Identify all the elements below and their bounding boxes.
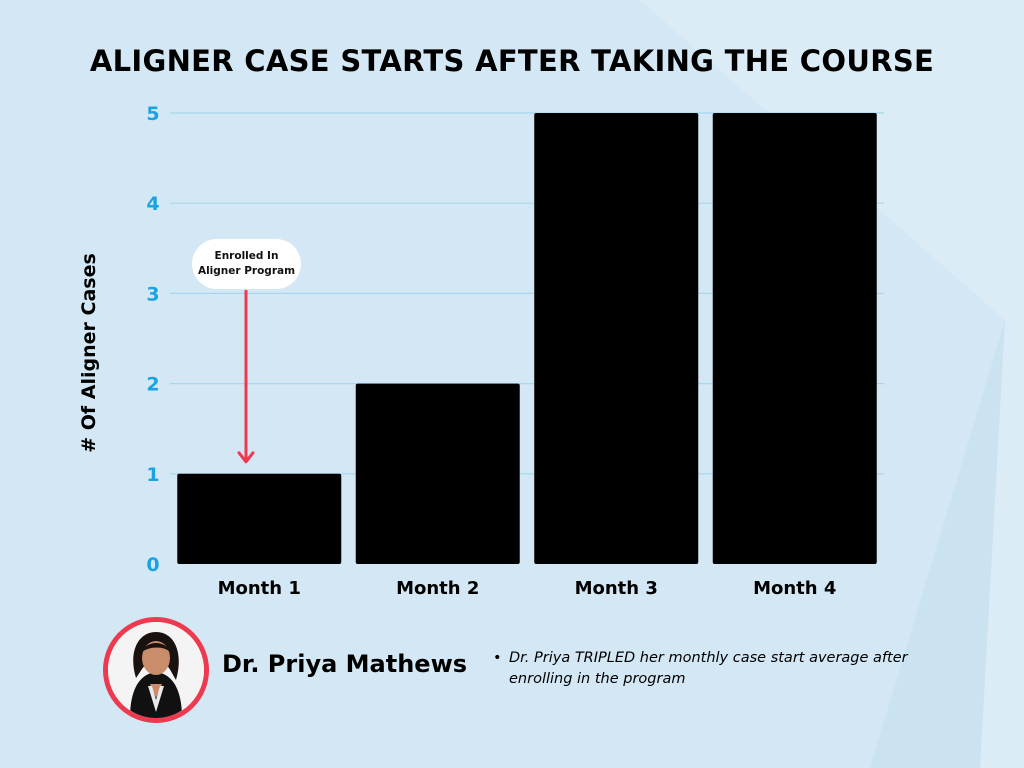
y-tick-label: 3 <box>146 283 159 305</box>
y-tick-label: 5 <box>146 103 159 125</box>
x-tick-label: Month 2 <box>396 578 479 599</box>
chart-title: ALIGNER CASE STARTS AFTER TAKING THE COU… <box>89 44 935 78</box>
x-tick-labels: Month 1 Month 2 Month 3 Month 4 <box>218 578 837 599</box>
bar <box>355 383 520 564</box>
x-tick-label: Month 1 <box>218 578 301 599</box>
avatar <box>103 617 209 723</box>
bar <box>177 473 342 564</box>
annotation-bubble: Enrolled In Aligner Program <box>192 239 301 289</box>
annotation-text: Enrolled In Aligner Program <box>197 250 296 277</box>
note-item: Dr. Priya TRIPLED her monthly case start… <box>493 648 963 690</box>
y-tick-label: 2 <box>146 374 159 396</box>
y-tick-label: 4 <box>146 193 159 215</box>
bars <box>177 113 877 564</box>
arrow-head-icon <box>237 451 255 464</box>
y-axis-label: # Of Aligner Cases <box>78 253 100 453</box>
bar <box>534 113 699 564</box>
x-tick-label: Month 4 <box>753 578 836 599</box>
y-tick-label: 0 <box>146 554 159 576</box>
bar <box>712 113 877 564</box>
x-tick-label: Month 3 <box>575 578 658 599</box>
annotation-arrow <box>237 290 255 464</box>
y-tick-labels: 0 1 2 3 4 5 <box>146 103 159 576</box>
person-name: Dr. Priya Mathews <box>222 650 468 678</box>
y-tick-label: 1 <box>146 464 159 486</box>
note-list: Dr. Priya TRIPLED her monthly case start… <box>493 648 963 690</box>
headshot-photo <box>108 622 204 718</box>
